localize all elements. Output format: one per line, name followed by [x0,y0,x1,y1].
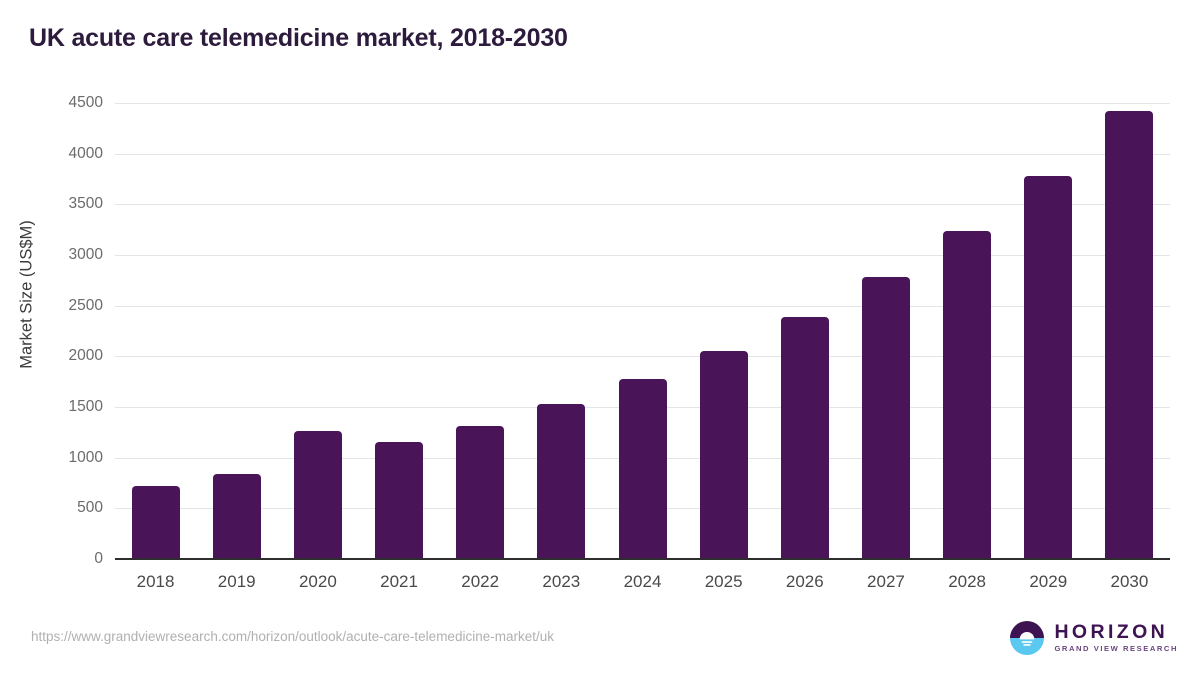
x-axis-tick-label: 2020 [298,572,337,591]
bar[interactable] [1024,175,1073,559]
bar[interactable] [699,350,748,559]
x-axis-tick-label: 2028 [948,572,987,591]
bar[interactable] [375,442,424,559]
gridline [115,356,1170,358]
gridline [115,103,1170,104]
page-title: UK acute care telemedicine market, 2018-… [29,24,568,52]
x-axis-tick-label: 2019 [217,572,256,591]
horizon-logo-text: HORIZON GRAND VIEW RESEARCH [1054,620,1178,654]
horizon-logo: HORIZON GRAND VIEW RESEARCH [1009,618,1178,658]
y-axis-tick-label: 0 [94,550,103,567]
y-axis-tick-label: 3500 [68,195,103,213]
y-axis-tick-label: 500 [77,499,103,517]
y-axis-tick-labels: 0 500 1000 1500 2000 2500 3000 3500 4000 4500 [0,0,103,675]
y-axis-tick-label: 4500 [68,94,103,111]
y-axis-tick-label: 4000 [68,144,103,162]
x-axis-line [115,558,1170,560]
x-axis-tick-label: 2029 [1029,572,1068,591]
y-axis-tick-label: 2000 [68,347,103,365]
x-axis-tick-label: 2025 [704,572,743,591]
x-axis-tick-label: 2030 [1110,572,1149,591]
x-axis-tick-label: 2026 [785,572,824,591]
x-axis-tick-label: 2021 [380,572,418,591]
plot-area [115,103,1170,559]
bar[interactable] [456,425,505,559]
gridline [115,255,1170,256]
bar[interactable] [943,230,992,559]
y-axis-tick-label: 1000 [68,448,103,466]
bar[interactable] [293,430,342,559]
x-axis-tick-label: 2018 [136,572,175,591]
gridline [115,153,1170,155]
bar[interactable] [780,316,829,559]
bar[interactable] [537,404,586,559]
horizon-logo-mark-icon [1009,620,1045,656]
logo-wordmark: HORIZON [1054,620,1169,643]
gridline [115,305,1170,307]
x-axis-tick-label: 2024 [623,572,662,591]
logo-tagline: GRAND VIEW RESEARCH [1054,644,1178,654]
x-axis-tick-label: 2022 [461,572,500,591]
source-url-label[interactable]: https://www.grandviewresearch.com/horizo… [31,629,554,644]
bar[interactable] [212,473,261,559]
x-axis-tick-label: 2027 [867,572,905,591]
bar[interactable] [861,277,910,559]
y-axis-title: Market Size (US$M) [17,220,36,369]
y-axis-tick-label: 3000 [68,246,103,263]
x-axis-tick-label: 2023 [542,572,581,591]
bar[interactable] [131,486,180,559]
gridline [115,204,1170,206]
y-axis-tick-label: 2500 [68,296,103,314]
bar[interactable] [618,379,667,559]
bar[interactable] [1105,111,1154,559]
y-axis-tick-label: 1500 [68,398,103,415]
